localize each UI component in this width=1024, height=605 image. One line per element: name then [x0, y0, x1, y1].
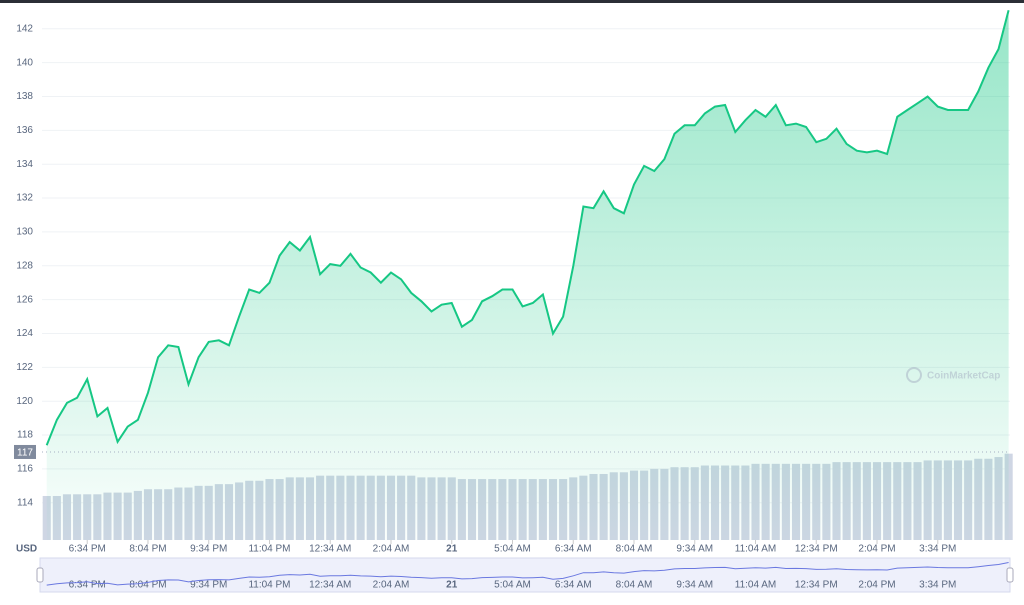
price-area — [45, 9, 1010, 540]
navigator-tick-label: 8:04 AM — [616, 580, 653, 591]
top-bar — [0, 0, 1024, 3]
x-tick-label: 11:04 AM — [735, 544, 777, 555]
y-tick-label: 124 — [16, 328, 33, 339]
currency-label: USD — [16, 544, 37, 555]
baseline-label-box — [14, 444, 36, 459]
navigator[interactable]: 6:34 PM 8:04 PM 9:34 PM 11:04 PM 12:34 AM 2:0… — [36, 557, 1014, 593]
y-tick-label: 126 — [16, 294, 33, 305]
y-tick-label: 142 — [16, 23, 33, 34]
area-fill — [46, 10, 1009, 540]
x-tick-label: 21 — [446, 544, 458, 555]
navigator-handle[interactable] — [1006, 567, 1014, 583]
navigator-tick-label: 2:04 PM — [858, 580, 895, 591]
x-tick-label: 12:34 AM — [309, 544, 351, 555]
navigator-tick-label: 11:04 AM — [735, 580, 777, 591]
x-tick-label: 11:04 PM — [248, 544, 290, 555]
y-tick-label: 140 — [16, 57, 33, 68]
navigator-tick-label: 8:04 PM — [129, 580, 166, 591]
navigator-tick-label: 2:04 AM — [373, 580, 410, 591]
y-tick-label: 136 — [16, 125, 33, 136]
navigator-tick-label: 21 — [446, 580, 458, 591]
y-tick-label: 130 — [16, 227, 33, 238]
price-line — [45, 9, 1010, 446]
navigator-tick-label: 6:34 PM — [69, 580, 106, 591]
x-tick-label: 9:34 AM — [676, 544, 713, 555]
navigator-tick-label: 9:34 PM — [190, 580, 227, 591]
navigator-line — [46, 562, 1009, 586]
navigator-tick-label: 12:34 PM — [795, 580, 838, 591]
volume-bar — [1004, 453, 1013, 540]
y-tick-label: 138 — [16, 91, 33, 102]
x-tick-label: 6:34 PM — [69, 544, 106, 555]
y-tick-label: 114 — [17, 497, 33, 508]
navigator-tick-label: 5:04 AM — [494, 580, 531, 591]
x-tick-label: 5:04 AM — [494, 544, 531, 555]
navigator-tick-label: 12:34 AM — [309, 580, 351, 591]
x-tick-label: 8:04 AM — [616, 544, 653, 555]
x-tick-label: 2:04 AM — [373, 544, 410, 555]
watermark: CoinMarketCap — [906, 367, 1000, 383]
x-tick-label: 12:34 PM — [795, 544, 838, 555]
x-tick-label: 2:04 PM — [858, 544, 895, 555]
navigator-tick-label: 6:34 AM — [555, 580, 592, 591]
x-tick-label: 6:34 AM — [555, 544, 592, 555]
y-tick-label: 122 — [16, 362, 33, 373]
y-tick-label: 116 — [17, 464, 33, 475]
x-tick-label: 8:04 PM — [129, 544, 166, 555]
y-tick-label: 132 — [16, 193, 33, 204]
y-tick-label: 120 — [16, 396, 33, 407]
y-tick-label: 118 — [17, 430, 33, 441]
navigator-handle[interactable] — [36, 567, 44, 583]
baseline-label: 117 — [17, 448, 33, 459]
navigator-tick-label: 11:04 PM — [248, 580, 290, 591]
navigator-frame — [39, 557, 1011, 593]
y-tick-label: 134 — [16, 159, 33, 170]
watermark-text: CoinMarketCap — [927, 371, 1000, 382]
x-tick-label: 3:34 PM — [919, 544, 956, 555]
axes: 114 116 118 120 122 124 126 128 130 132 134 136 138 1… — [14, 23, 1010, 555]
x-tick-label: 9:34 PM — [190, 544, 227, 555]
navigator-tick-label: 3:34 PM — [919, 580, 956, 591]
y-tick-label: 128 — [16, 260, 33, 271]
navigator-tick-label: 9:34 AM — [676, 580, 713, 591]
